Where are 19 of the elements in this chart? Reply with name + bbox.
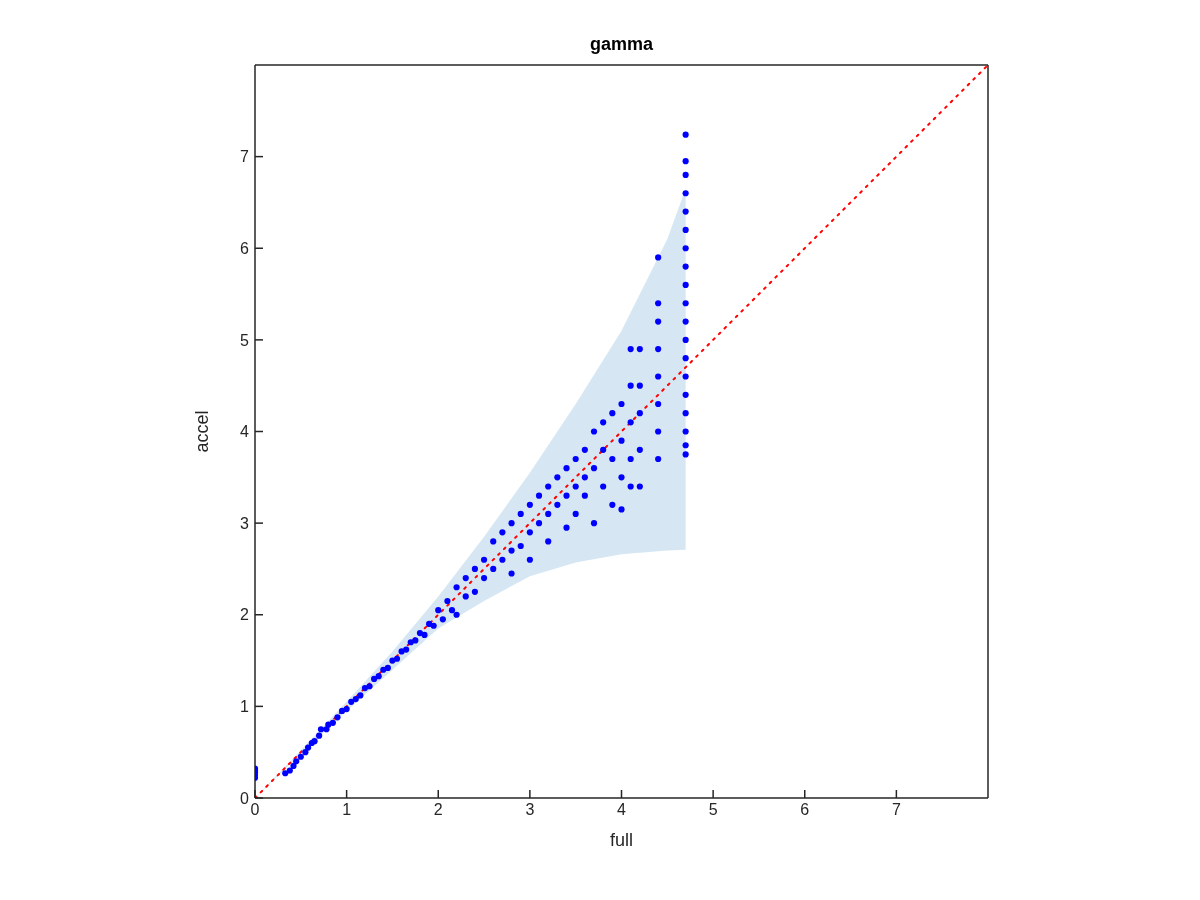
y-tick-label: 2 bbox=[240, 606, 250, 624]
chart-title: gamma bbox=[589, 34, 654, 55]
y-tick-label: 7 bbox=[240, 148, 250, 166]
x-tick-label: 3 bbox=[525, 801, 535, 819]
line-series bbox=[255, 65, 988, 798]
y-tick-label: 6 bbox=[240, 239, 250, 257]
x-axis-title: full bbox=[609, 830, 634, 850]
x-tick-label: 7 bbox=[891, 801, 901, 819]
y-tick-label: 1 bbox=[240, 698, 250, 716]
y-axis-title: accel bbox=[192, 410, 213, 453]
x-tick-label: 5 bbox=[708, 801, 718, 819]
x-tick-label: 4 bbox=[617, 801, 627, 819]
y-tick-label: 5 bbox=[240, 331, 250, 349]
y-tick-label: 0 bbox=[240, 789, 250, 807]
x-tick-label: 6 bbox=[800, 801, 810, 819]
y-tick-label: 4 bbox=[240, 423, 250, 441]
x-tick-label: 2 bbox=[433, 801, 443, 819]
y-tick-label: 3 bbox=[240, 514, 250, 532]
x-tick-label: 1 bbox=[342, 801, 352, 819]
